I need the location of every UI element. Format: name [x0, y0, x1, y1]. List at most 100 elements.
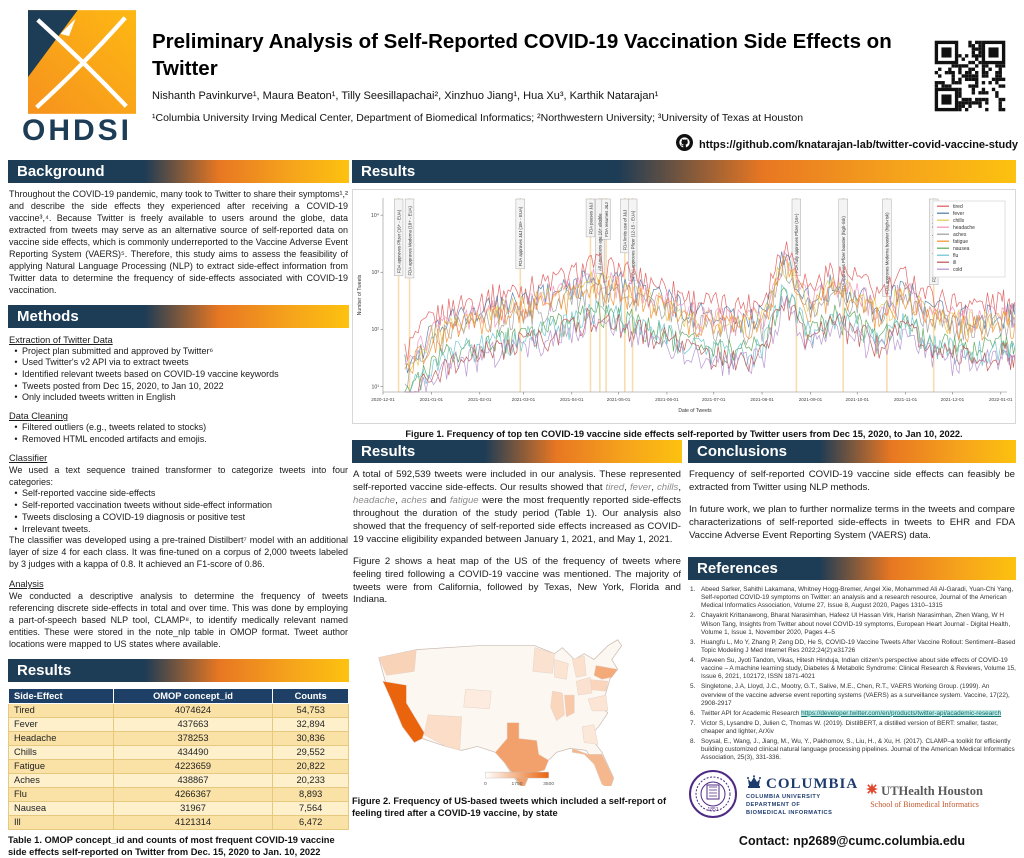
left-column: Background Throughout the COVID-19 pande… [8, 160, 349, 858]
svg-text:ill: ill [953, 260, 956, 266]
table-row: Nausea 31967 7,564 [8, 800, 349, 816]
table-row: Aches 438867 20,233 [8, 772, 349, 788]
reference-item: 3. Huangfu L, Mo Y, Zhang P, Zeng DD, He… [690, 638, 1016, 654]
uthealth-star-icon [866, 782, 879, 800]
col-omop-id: OMOP concept_id [112, 687, 274, 704]
svg-text:All Americans age 16+ eligible: All Americans age 16+ eligible [598, 213, 603, 271]
methods-section-header: Methods [8, 304, 349, 328]
svg-text:2021-11-01: 2021-11-01 [894, 397, 918, 402]
poster: { "header": { "logo_text": "OHDSI", "tit… [8, 10, 1020, 858]
table-row: Tired 4074624 54,753 [8, 702, 349, 718]
table-row: Chills 434490 29,552 [8, 744, 349, 760]
background-section-header: Background [8, 160, 349, 183]
svg-text:2020-12-01: 2020-12-01 [371, 397, 395, 402]
github-url-link[interactable]: https://github.com/knatarajan-lab/twitte… [699, 139, 1019, 151]
conclusions-paragraph-2: In future work, we plan to further norma… [689, 503, 1015, 541]
columbia-wordmark: COLUMBIA [766, 776, 859, 792]
authors-line: Nishanth Pavinkurve¹, Maura Beaton¹, Til… [152, 90, 659, 102]
results-table-section-header: Results [8, 658, 349, 682]
methods-cleaning-heading: Data Cleaning [9, 411, 68, 422]
svg-text:FDA limits use of J&J: FDA limits use of J&J [623, 210, 628, 251]
svg-text:2021-07-01: 2021-07-01 [702, 397, 726, 402]
table-row: Flu 4266367 8,893 [8, 786, 349, 802]
conclusions-paragraph-1: Frequency of self-reported COVID-19 vacc… [689, 469, 1015, 493]
columbia-crown-icon [746, 775, 762, 794]
svg-text:2021-04-01: 2021-04-01 [560, 397, 584, 402]
side-effects-table: Side-Effect OMOP concept_id Counts Tired… [8, 687, 349, 830]
svg-text:0: 0 [484, 781, 487, 786]
classifier-body: The classifier was developed using a pre… [9, 535, 348, 570]
uthealth-subline: School of Biomedical Informatics [870, 800, 979, 810]
figure1-chart: FDA approves Pfizer (16+ - EUA) FDA appro… [352, 189, 1016, 424]
svg-text:fatigue: fatigue [953, 239, 968, 245]
svg-text:2022-01-01: 2022-01-01 [989, 397, 1013, 402]
svg-text:10²: 10² [372, 327, 380, 333]
figure1-caption: Figure 1. Frequency of top ten COVID-19 … [405, 429, 963, 439]
bullet-item: • Project plan submitted and approved by … [14, 345, 214, 356]
references-list: 1. Abeed Sarker, Sahithi Lakamana, Whitn… [690, 586, 1016, 763]
reference-item: 5. Singletone, J.A, Lloyd, J.C., Mootry,… [690, 683, 1010, 707]
methods-analysis-heading: Analysis [9, 579, 44, 590]
svg-text:headache: headache [953, 225, 975, 231]
svg-text:2021-12-01: 2021-12-01 [941, 397, 965, 402]
methods-classifier-heading: Classifier [9, 452, 48, 463]
classifier-intro: We used a text sequence trained transfor… [9, 464, 348, 487]
svg-text:2021-10-01: 2021-10-01 [845, 397, 869, 402]
reference-item: 4. Praveen Su, Jyoti Tandon, Vikas, Hite… [690, 656, 1016, 681]
bullet-item: • Self-reported vaccination tweets withou… [14, 500, 272, 511]
svg-text:FDA pauses J&J: FDA pauses J&J [588, 203, 593, 235]
classifier-bullets: • Self-reported vaccine side-effects • Self… [8, 488, 349, 535]
columbia-logo: COLUMBIA Columbia University Department … [746, 775, 858, 817]
table-header-row: Side-Effect OMOP concept_id Counts [8, 687, 349, 704]
poster-title: Preliminary Analysis of Self-Reported CO… [152, 29, 892, 81]
table-row: Headache 378253 30,836 [8, 730, 349, 746]
contact-line: Contact: np2689@cumc.columbia.edu [688, 834, 1016, 848]
bullet-item: • Identified relevant tweets based on COV… [14, 369, 279, 380]
col-counts: Counts [272, 687, 349, 704]
table-row: Fever 437663 32,894 [8, 716, 349, 732]
bullet-item: • Irrelevant tweets. [14, 523, 91, 534]
uthealth-wordmark: UTHealth Houston [881, 783, 983, 798]
bullet-item: • Used Twitter's v2 API via to extract tw… [14, 357, 189, 368]
reference-link[interactable]: https://developer.twitter.com/en/product… [801, 709, 1002, 717]
figure2-map: 0 1750 3500 [352, 616, 682, 791]
svg-text:aches: aches [953, 232, 967, 238]
qr-code [928, 34, 1012, 123]
github-icon [676, 134, 693, 156]
svg-text:chills: chills [953, 218, 965, 224]
svg-text:FDA resumes J&J: FDA resumes J&J [604, 202, 609, 236]
svg-text:Number of Tweets: Number of Tweets [357, 274, 363, 315]
uthealth-logo: UTHealth Houston School of Biomedical In… [866, 782, 983, 810]
affiliations-line: ¹Columbia University Irving Medical Cent… [152, 112, 804, 124]
results-mid-section-header: Results [352, 440, 682, 463]
svg-text:2021-08-01: 2021-08-01 [750, 397, 774, 402]
svg-text:nausea: nausea [953, 246, 970, 252]
reference-item: 1. Abeed Sarker, Sahithi Lakamana, Whitn… [690, 585, 1014, 610]
ohdsi-wordmark: OHDSI [22, 114, 133, 147]
methods-cleaning-bullets: • Filtered outliers (e.g., tweets related… [8, 422, 349, 445]
contact-email-link[interactable]: np2689@cumc.columbia.edu [793, 833, 966, 848]
svg-text:fever: fever [953, 211, 964, 217]
institution-logos: 1851 COLUMBIA Columbia University Depart… [688, 769, 1016, 824]
svg-text:10³: 10³ [372, 270, 380, 276]
svg-text:2021-06-01: 2021-06-01 [655, 397, 679, 402]
table-row: Ill 4121314 6,472 [8, 814, 349, 830]
github-link-row: https://github.com/knatarajan-lab/twitte… [676, 134, 1020, 156]
svg-text:tired: tired [953, 204, 963, 210]
reference-item: 8. Soysal, E., Wang, J., Jiang, M., Wu, … [690, 737, 1015, 762]
svg-text:2021-09-01: 2021-09-01 [799, 397, 823, 402]
methods-extraction-heading: Extraction of Twitter Data [9, 334, 113, 345]
contact-label: Contact: [738, 833, 790, 848]
conclusions-section-header: Conclusions [688, 440, 1016, 463]
results-figure-section: Results FDA approves Pfizer (16+ - EUA) F… [352, 160, 1016, 440]
background-text: Throughout the COVID-19 pandemic, many t… [9, 189, 348, 295]
columbia-subline-1: Columbia University [746, 794, 821, 800]
columbia-subline-3: Biomedical Informatics [746, 809, 833, 816]
svg-text:FDA fully approves Pfizer (16+: FDA fully approves Pfizer (16+) [794, 213, 799, 273]
table-row: Fatigue 4223659 20,822 [8, 758, 349, 774]
svg-text:FDA approves J&J (18+ - EUA): FDA approves J&J (18+ - EUA) [518, 206, 523, 266]
figure2-caption: Figure 2. Frequency of US-based tweets w… [352, 796, 667, 819]
svg-text:FDA approves Moderna booster (: FDA approves Moderna booster (high-risk) [885, 212, 890, 294]
bullet-item: • Filtered outliers (e.g., tweets related… [14, 422, 207, 433]
references-section-header: References [688, 556, 1016, 580]
